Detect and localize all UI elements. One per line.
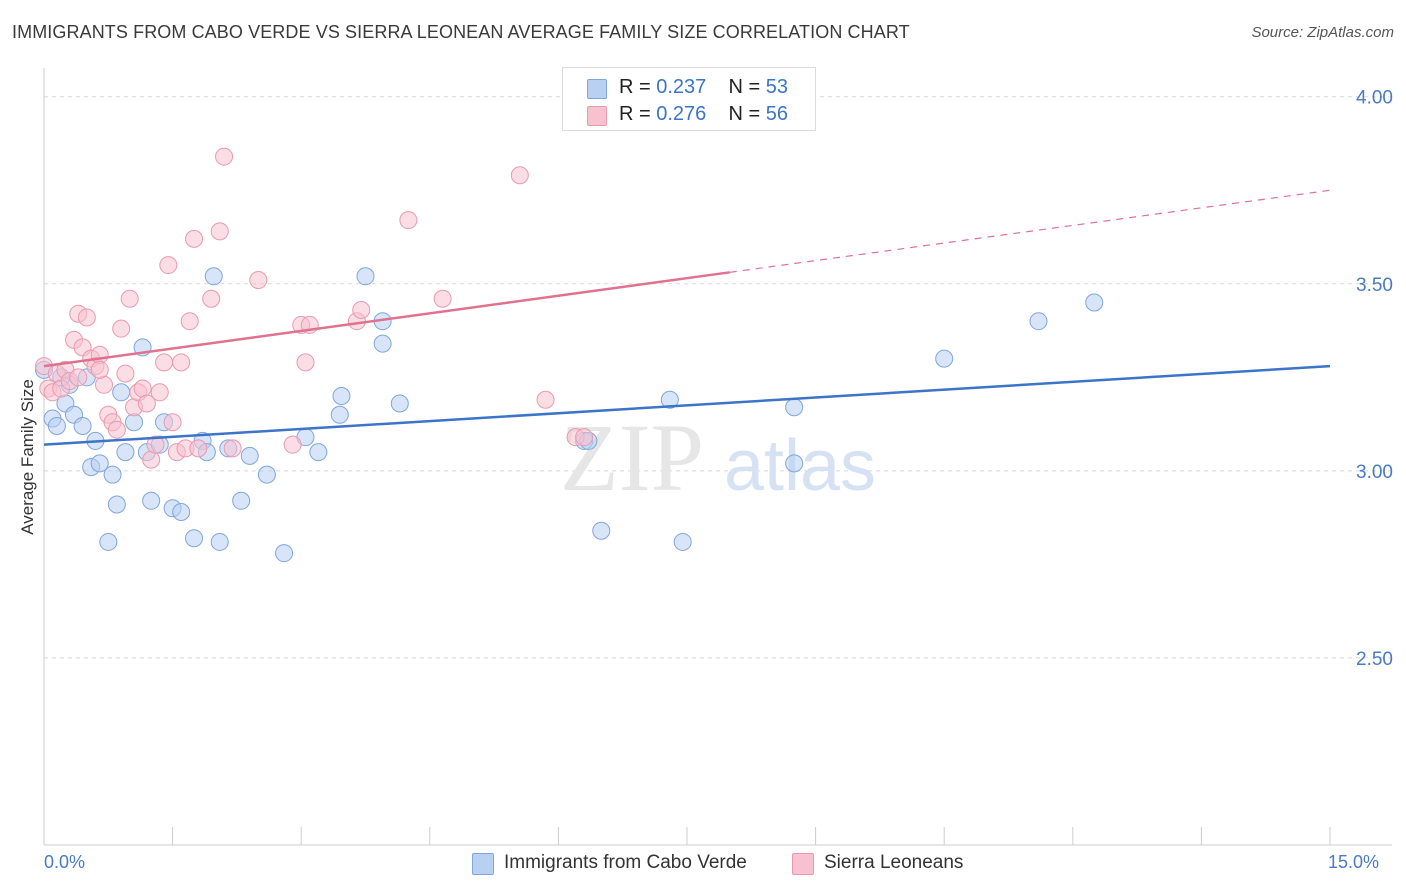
point-cabo-verde [204, 267, 223, 286]
point-sierra-leone [90, 345, 109, 364]
point-sierra-leone [77, 308, 96, 327]
point-sierra-leone [202, 289, 221, 308]
point-sierra-leone [215, 147, 234, 166]
point-sierra-leone [133, 379, 152, 398]
point-cabo-verde [172, 503, 191, 522]
point-sierra-leone [146, 435, 165, 454]
point-cabo-verde [240, 446, 259, 465]
point-sierra-leone [142, 450, 161, 469]
point-cabo-verde [232, 491, 251, 510]
point-sierra-leone [283, 435, 302, 454]
point-cabo-verde [47, 416, 66, 435]
point-sierra-leone [120, 289, 139, 308]
point-cabo-verde [390, 394, 409, 413]
x-tick-label-min: 0.0% [44, 852, 86, 872]
point-cabo-verde [332, 387, 351, 406]
point-sierra-leone [536, 390, 555, 409]
legend-n-value: 56 [765, 103, 789, 125]
point-sierra-leone [69, 368, 88, 387]
y-tick-label: 4.00 [1356, 88, 1393, 109]
point-sierra-leone [189, 439, 208, 458]
point-sierra-leone [510, 166, 529, 185]
y-tick-label: 2.50 [1356, 649, 1393, 670]
point-sierra-leone [90, 360, 109, 379]
y-tick-label: 3.00 [1356, 462, 1393, 483]
legend-swatch-pink [792, 853, 814, 875]
legend-r-value: 0.237 [656, 76, 707, 98]
watermark-zip: ZIP [560, 404, 704, 511]
point-cabo-verde [73, 416, 92, 435]
point-cabo-verde [125, 413, 144, 432]
point-sierra-leone [352, 300, 371, 319]
point-sierra-leone [180, 312, 199, 331]
point-cabo-verde [185, 529, 204, 548]
point-sierra-leone [150, 383, 169, 402]
point-sierra-leone [210, 222, 229, 241]
legend-swatch-blue [472, 853, 494, 875]
trendline-sierra-leone-extension [729, 189, 1331, 273]
point-cabo-verde [660, 390, 679, 409]
correlation-legend: R = 0.237 N = 53 R = 0.276 N = 56 [562, 67, 816, 131]
point-sierra-leone [172, 353, 191, 372]
trendline-sierra-leone [43, 271, 731, 368]
point-cabo-verde [257, 465, 276, 484]
point-cabo-verde [373, 334, 392, 353]
point-sierra-leone [137, 394, 156, 413]
point-cabo-verde [673, 532, 692, 551]
point-sierra-leone [399, 211, 418, 230]
point-sierra-leone [107, 420, 126, 439]
point-cabo-verde [107, 495, 126, 514]
source-label: Source: ZipAtlas.com [1251, 24, 1394, 41]
legend-r-label: R = [619, 76, 651, 98]
point-cabo-verde [116, 443, 135, 462]
legend-label-sierra-leone: Sierra Leoneans [824, 852, 964, 873]
trendline-cabo-verde [43, 364, 1331, 446]
point-cabo-verde [935, 349, 954, 368]
legend-n-value: 53 [765, 76, 789, 98]
point-cabo-verde [785, 398, 804, 417]
point-sierra-leone [433, 289, 452, 308]
legend-r-value: 0.276 [656, 103, 707, 125]
point-sierra-leone [249, 271, 268, 290]
point-sierra-leone [159, 256, 178, 275]
point-sierra-leone [155, 353, 174, 372]
point-cabo-verde [99, 532, 118, 551]
point-cabo-verde [210, 532, 229, 551]
legend-n-label: N = [728, 103, 761, 125]
legend-swatch-pink [587, 106, 607, 126]
point-cabo-verde [142, 491, 161, 510]
point-cabo-verde [112, 383, 131, 402]
point-sierra-leone [185, 229, 204, 248]
point-cabo-verde [592, 521, 611, 540]
point-sierra-leone [112, 319, 131, 338]
point-cabo-verde [1085, 293, 1104, 312]
point-sierra-leone [116, 364, 135, 383]
legend-n-label: N = [728, 76, 761, 98]
legend-swatch-blue [587, 79, 607, 99]
point-sierra-leone [575, 428, 594, 447]
y-tick-label: 3.50 [1356, 275, 1393, 296]
point-sierra-leone [163, 413, 182, 432]
point-cabo-verde [275, 544, 294, 563]
chart-title: IMMIGRANTS FROM CABO VERDE VS SIERRA LEO… [12, 22, 910, 42]
point-sierra-leone [95, 375, 114, 394]
point-cabo-verde [103, 465, 122, 484]
point-sierra-leone [296, 353, 315, 372]
point-sierra-leone [223, 439, 242, 458]
point-cabo-verde [356, 267, 375, 286]
point-cabo-verde [90, 454, 109, 473]
point-cabo-verde [1029, 312, 1048, 331]
legend-label-cabo-verde: Immigrants from Cabo Verde [504, 852, 747, 873]
legend-r-label: R = [619, 103, 651, 125]
point-cabo-verde [330, 405, 349, 424]
point-cabo-verde [309, 443, 328, 462]
x-tick-label-max: 15.0% [1328, 852, 1380, 872]
point-cabo-verde [785, 454, 804, 473]
